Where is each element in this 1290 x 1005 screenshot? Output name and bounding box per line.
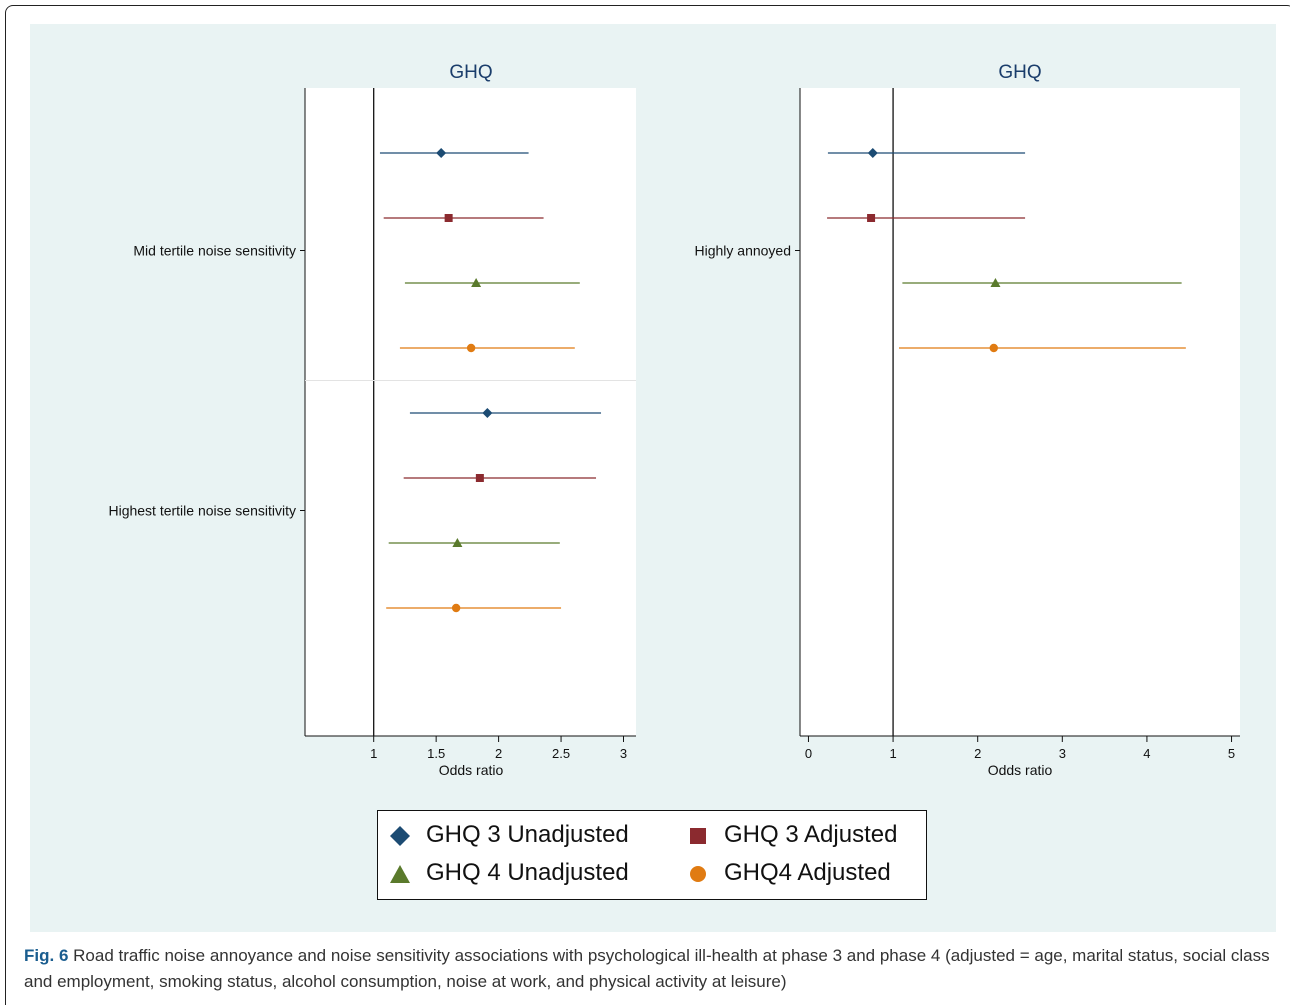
estimate-marker — [436, 148, 447, 158]
x-tick-label: 2 — [495, 746, 502, 761]
figure-label: Fig. 6 — [24, 946, 69, 965]
figure-plot-area: GHQ 1 1.5 2 2.5 3 Odds ratio Mid tertile noise … — [30, 24, 1276, 932]
x-tick-label: 1 — [889, 746, 896, 761]
point-ghq-3-unadjusted — [409, 408, 602, 418]
point-ghq4-adjusted — [399, 343, 575, 353]
point-ghq-3-adjusted — [383, 214, 544, 222]
estimate-marker — [451, 603, 461, 613]
circle-marker-icon — [688, 863, 708, 883]
estimate-marker — [471, 278, 482, 287]
forest-panel-1: GHQ 1 1.5 2 2.5 3 Odds ratio Mid tertile noise … — [108, 62, 636, 778]
figure-caption: Fig. 6 Road traffic noise annoyance and … — [24, 943, 1276, 995]
point-ghq-3-adjusted — [827, 214, 1026, 222]
legend-label: GHQ 4 Unadjusted — [426, 859, 629, 886]
x-tick-label: 5 — [1228, 746, 1235, 761]
estimate-marker — [452, 538, 463, 547]
square-marker-icon — [688, 825, 708, 845]
estimate-marker — [867, 148, 878, 158]
estimate-marker — [444, 214, 453, 222]
legend: GHQ 3 Unadjusted GHQ 3 Adjusted GHQ 4 Un… — [377, 810, 927, 900]
estimate-marker — [989, 343, 998, 353]
x-tick-label: 4 — [1143, 746, 1150, 761]
figure-frame — [5, 5, 1290, 1005]
plot-region — [305, 88, 636, 736]
category-label: Highest tertile noise sensitivity — [108, 503, 296, 519]
legend-item-ghq4-unadjusted: GHQ 4 Unadjusted — [390, 859, 629, 887]
point-ghq-4-unadjusted — [902, 278, 1182, 287]
point-ghq-3-unadjusted — [827, 148, 1026, 158]
triangle-marker-icon — [390, 863, 410, 883]
diamond-marker-icon — [390, 825, 410, 846]
estimate-marker — [990, 278, 1001, 287]
legend-item-ghq4-adjusted: GHQ4 Adjusted — [688, 859, 891, 887]
estimate-marker — [466, 343, 476, 353]
legend-label: GHQ 3 Unadjusted — [426, 821, 629, 848]
estimate-marker — [475, 474, 484, 482]
category-label: Mid tertile noise sensitivity — [133, 243, 296, 259]
x-tick-label: 2.5 — [552, 746, 570, 761]
estimate-marker — [482, 408, 493, 418]
forest-panel-2: GHQ 0 1 2 3 4 5 Odds ratio Highly annoyed — [694, 62, 1240, 778]
x-tick-label: 2 — [974, 746, 981, 761]
point-ghq-4-unadjusted — [388, 538, 560, 547]
x-tick-label: 1.5 — [427, 746, 445, 761]
panel-title: GHQ — [449, 62, 492, 83]
estimate-marker — [867, 214, 876, 222]
plot-region — [800, 88, 1240, 736]
legend-label: GHQ 3 Adjusted — [724, 821, 898, 848]
forest-plots: GHQ 1 1.5 2 2.5 3 Odds ratio Mid tertile noise … — [108, 62, 1240, 778]
legend-item-ghq3-adjusted: GHQ 3 Adjusted — [688, 821, 897, 849]
caption-text: Road traffic noise annoyance and noise s… — [24, 946, 1270, 991]
x-tick-label: 0 — [805, 746, 812, 761]
x-tick-label: 1 — [370, 746, 377, 761]
legend-item-ghq3-unadjusted: GHQ 3 Unadjusted — [390, 821, 629, 849]
point-ghq-3-adjusted — [403, 474, 597, 482]
point-ghq-3-unadjusted — [379, 148, 529, 158]
category-label: Highly annoyed — [694, 243, 791, 259]
x-tick-label: 3 — [1059, 746, 1066, 761]
x-axis-title: Odds ratio — [439, 762, 504, 778]
legend-label: GHQ4 Adjusted — [724, 859, 891, 886]
x-tick-label: 3 — [620, 746, 627, 761]
point-ghq4-adjusted — [899, 343, 1186, 353]
panel-title: GHQ — [998, 62, 1041, 83]
point-ghq4-adjusted — [386, 603, 562, 613]
x-axis-title: Odds ratio — [988, 762, 1053, 778]
point-ghq-4-unadjusted — [404, 278, 580, 287]
